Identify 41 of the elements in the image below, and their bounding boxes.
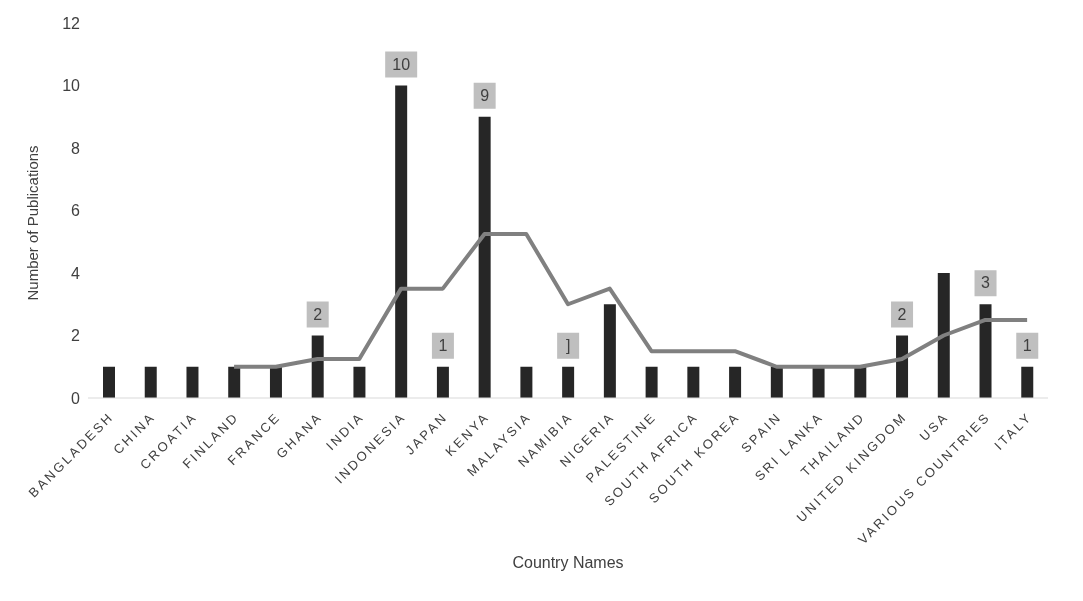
y-axis-title: Number of Publications [24,145,42,301]
bar [896,335,909,398]
data-label: 2 [313,305,323,323]
y-tick-label: 4 [71,264,81,282]
data-label: 10 [392,55,411,73]
bar [436,366,449,398]
y-tick-label: 12 [62,14,81,32]
bar [645,366,658,398]
bar [269,366,282,398]
bar [937,273,950,398]
bar [979,304,992,398]
data-label: 9 [480,86,490,104]
bar [228,366,241,398]
bar [770,366,783,398]
data-label: 1 [438,336,448,354]
bar [311,335,324,398]
y-tick-label: 0 [71,389,81,407]
y-tick-label: 8 [71,139,81,157]
bar [854,366,867,398]
bar [478,116,491,398]
data-label: 3 [981,274,991,292]
bar [562,366,575,398]
data-label: 2 [897,305,907,323]
bar [144,366,157,398]
y-tick-label: 6 [71,202,81,220]
bar [520,366,533,398]
bar [103,366,115,398]
data-label: 1 [1022,336,1032,354]
line-series [232,231,1030,369]
bar [395,85,408,398]
bar [603,304,616,398]
bar [812,366,825,398]
data-label: ] [565,336,571,354]
bar [729,366,742,398]
bar [1021,366,1034,398]
bar [353,366,366,398]
bar [687,366,700,398]
y-tick-label: 10 [62,77,81,95]
bar [186,366,199,398]
x-axis-title: Country Names [512,554,624,571]
y-tick-label: 2 [71,327,81,345]
